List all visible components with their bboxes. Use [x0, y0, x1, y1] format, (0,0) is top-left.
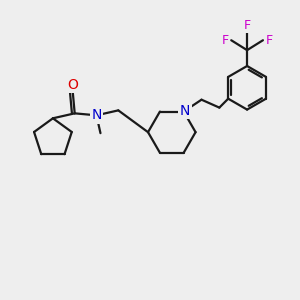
Text: O: O — [67, 78, 78, 92]
Text: N: N — [179, 103, 190, 118]
Text: F: F — [265, 34, 272, 47]
Text: F: F — [244, 19, 251, 32]
Text: N: N — [91, 108, 102, 122]
Text: F: F — [222, 34, 229, 47]
